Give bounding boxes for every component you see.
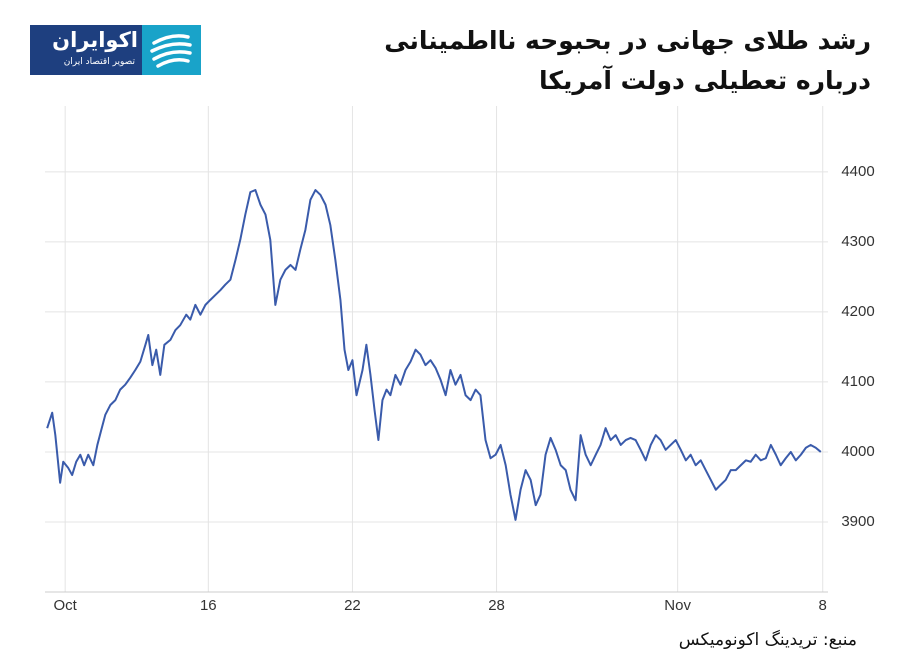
logo-tagline: تصویر اقتصاد ایران bbox=[63, 57, 135, 67]
y-tick-label: 4200 bbox=[841, 303, 874, 320]
x-tick-label: Oct bbox=[54, 597, 78, 614]
logo-icon-stripes bbox=[150, 34, 192, 68]
y-tick-label: 4100 bbox=[841, 373, 874, 390]
x-tick-label: Nov bbox=[664, 597, 691, 614]
y-tick-label: 4000 bbox=[841, 443, 874, 460]
logo-text-box bbox=[30, 25, 142, 75]
y-tick-label: 4400 bbox=[841, 163, 874, 180]
logo: اکوایران تصویر اقتصاد ایران bbox=[30, 25, 201, 75]
chart-title: درباره تعطیلی دولت آمریکا bbox=[539, 66, 871, 95]
y-tick-label: 4300 bbox=[841, 233, 874, 250]
x-tick-label: 28 bbox=[488, 597, 505, 614]
price-line bbox=[46, 189, 822, 521]
chart-title: رشد طلای جهانی در بحبوحه نااطمینانی bbox=[384, 26, 871, 55]
y-tick-label: 3900 bbox=[841, 513, 874, 530]
logo-icon bbox=[142, 25, 201, 75]
logo-name: اکوایران bbox=[52, 28, 138, 52]
x-tick-label: 22 bbox=[344, 597, 361, 614]
x-tick-label: 16 bbox=[200, 597, 217, 614]
x-tick-label: 8 bbox=[819, 597, 827, 614]
source: منبع: تریدینگ اکونومیکس bbox=[678, 630, 857, 650]
